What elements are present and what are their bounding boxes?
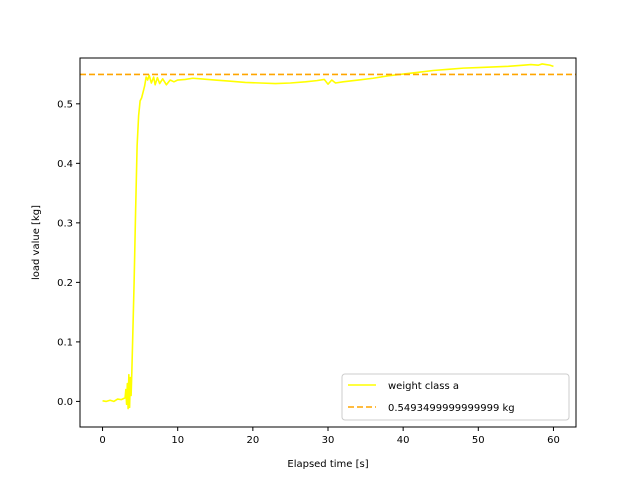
x-tick-label: 0 [99, 435, 105, 446]
x-tick-label: 40 [397, 435, 410, 446]
legend-label-reference: 0.5493499999999999 kg [388, 403, 515, 414]
x-tick-label: 30 [322, 435, 335, 446]
y-tick-label: 0.1 [57, 337, 73, 348]
series-line-0 [102, 63, 554, 410]
y-tick-label: 0.5 [57, 99, 73, 110]
x-tick-label: 60 [547, 435, 560, 446]
x-axis-label: Elapsed time [s] [287, 459, 368, 470]
plot-area [80, 63, 576, 410]
y-tick-label: 0.4 [57, 159, 73, 170]
axes-frame [79, 57, 577, 428]
legend-box [341, 373, 570, 421]
x-tick-label: 20 [246, 435, 259, 446]
legend-label-weight-class-a: weight class a [388, 381, 459, 392]
y-tick-label: 0.3 [57, 218, 73, 229]
y-tick-label: 0.2 [57, 278, 73, 289]
axis-ticks: 0 10 20 30 40 50 60 0.0 0.1 0.2 0.3 0.4 0.5 [57, 99, 560, 446]
legend: weight class a 0.5493499999999999 kg [341, 373, 570, 421]
y-tick-label: 0.0 [57, 397, 73, 408]
y-axis-label: load value [kg] [31, 205, 42, 280]
x-tick-label: 10 [171, 435, 184, 446]
x-tick-label: 50 [472, 435, 485, 446]
